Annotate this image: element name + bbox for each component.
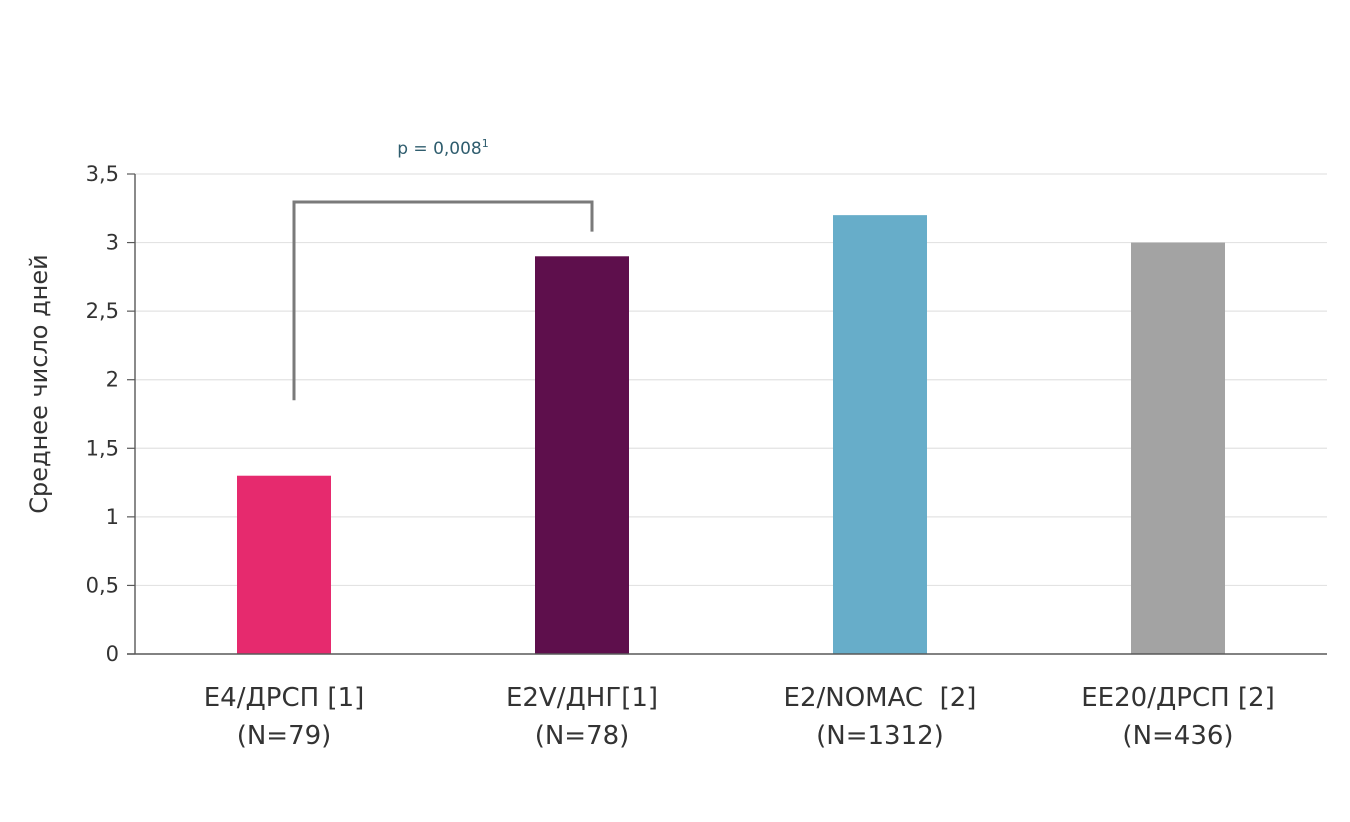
gridlines (135, 173, 1327, 587)
x-tick-label: E2V/ДНГ[1] (506, 683, 658, 713)
x-tick-label: E4/ДРСП [1] (204, 683, 365, 713)
y-tick-label: 1 (106, 505, 119, 529)
x-tick-label: (N=436) (1122, 721, 1233, 751)
x-tick-label: EE20/ДРСП [2] (1081, 683, 1275, 713)
y-axis-title: Среднее число дней (25, 254, 53, 513)
bar (535, 256, 629, 654)
x-tick-label: E2/NOMAC [2] (784, 683, 977, 713)
x-tick-label: (N=1312) (816, 721, 944, 751)
y-tick-label: 1,5 (86, 436, 119, 460)
bar (237, 475, 331, 654)
y-tick-label: 0 (106, 642, 119, 666)
bar (1131, 242, 1225, 655)
y-tick-label: 3,5 (86, 162, 119, 186)
axes (127, 173, 1327, 655)
annotations: p = 0,0081 (292, 137, 594, 401)
p-value-superscript: 1 (482, 137, 489, 150)
y-tick-label: 3 (106, 231, 119, 255)
bars (237, 215, 1225, 655)
y-tick-label: 2 (106, 368, 119, 392)
y-tick-label: 2,5 (86, 299, 119, 323)
bar (833, 215, 927, 654)
y-tick-label: 0,5 (86, 573, 119, 597)
p-value-annotation: p = 0,0081 (397, 137, 489, 159)
tick-labels: 0 0,5 1 1,5 2 2,5 3 3,5 E4/ДРСП [1] (N=79) E2V/ДНГ… (86, 162, 1275, 751)
significance-bracket (292, 200, 594, 401)
x-tick-label: (N=79) (237, 721, 332, 751)
x-tick-label: (N=78) (535, 721, 630, 751)
